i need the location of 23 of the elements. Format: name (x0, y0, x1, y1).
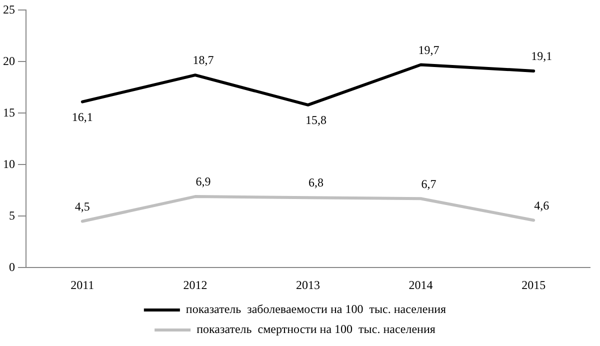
y-tick-label: 0 (9, 260, 15, 274)
data-label: 19,7 (418, 42, 440, 57)
x-tick-label: 2011 (70, 278, 94, 292)
data-label: 16,1 (72, 110, 93, 124)
y-tick-label: 25 (3, 2, 15, 16)
data-label: 19,1 (531, 49, 552, 64)
y-tick-label: 20 (3, 54, 15, 68)
y-tick-label: 5 (9, 208, 15, 222)
data-label: 15,8 (306, 113, 326, 128)
data-label: 4,5 (74, 199, 90, 214)
legend-label: показатель смертности на 100 тыс. населения (196, 322, 436, 336)
data-label: 4,6 (534, 198, 550, 212)
data-label: 6,7 (421, 176, 436, 191)
x-tick-label: 2015 (522, 278, 546, 292)
y-tick-label: 10 (3, 156, 15, 171)
legend-label: показатель заболеваемости на 100 тыс. населения (186, 302, 447, 316)
data-label: 6,8 (308, 176, 324, 190)
data-label: 18,7 (192, 53, 214, 68)
data-label: 6,9 (196, 174, 211, 189)
x-tick-label: 2012 (183, 278, 208, 292)
y-tick-label: 15 (3, 105, 15, 120)
x-tick-label: 2014 (408, 278, 433, 292)
x-tick-label: 2013 (296, 278, 320, 292)
